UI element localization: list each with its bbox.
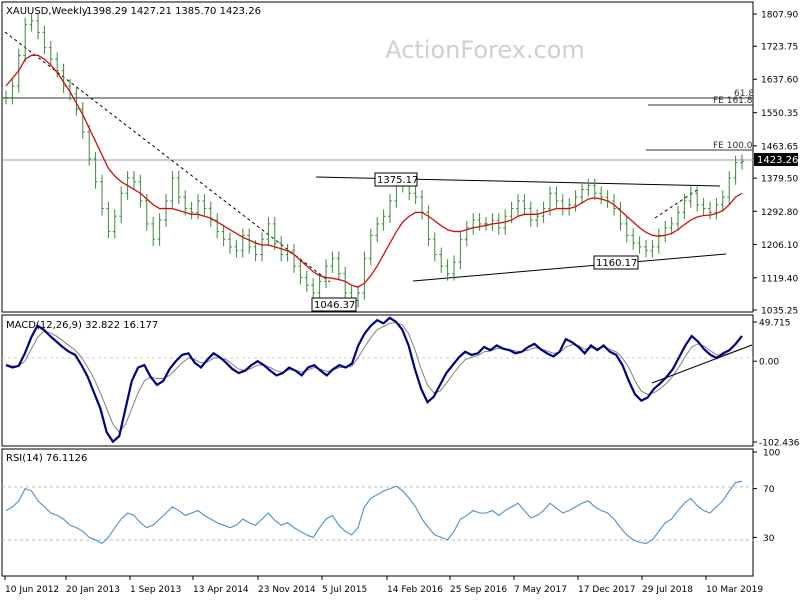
- price-y-tick-label: 1206.10: [761, 241, 798, 251]
- price-ohlc: 1398.29 1427.21 1385.70 1423.26: [86, 6, 261, 17]
- price-pane-frame: [1, 1, 754, 313]
- fe100-label: FE 100.0: [713, 141, 753, 151]
- price-y-tick-label: 1723.75: [761, 43, 798, 53]
- high-label-box: [374, 172, 418, 187]
- price-y-tick-label: 1463.65: [761, 142, 798, 152]
- macd-path: [5, 316, 743, 444]
- price-y-tick-label: 1292.80: [761, 208, 798, 218]
- macd-line: [5, 316, 743, 444]
- rsi-line: [5, 480, 743, 545]
- price-y-tick-label: 1807.90: [761, 11, 798, 21]
- rsi-y-tick-label: 30: [763, 534, 775, 544]
- x-tick-label: 10 Mar 2019: [706, 585, 763, 595]
- sma-line: [5, 54, 743, 288]
- current-price-badge: [754, 153, 798, 166]
- high-label: 1375.17: [377, 175, 418, 186]
- price-y-axis: 1807.90 1723.75 1637.60 1550.35 1463.65 1379.…: [753, 11, 798, 317]
- macd-signal-path: [5, 322, 743, 433]
- macd-y-axis: 49.715 0.00 -102.436: [753, 319, 800, 449]
- price-y-tick-label: 1637.60: [761, 76, 798, 86]
- x-tick-label: 20 Jan 2013: [66, 585, 120, 595]
- x-tick-label: 25 Sep 2016: [450, 585, 507, 595]
- rsi-pane-frame: [1, 448, 754, 577]
- macd-signal-line: [5, 322, 743, 433]
- macd-trend-line: [651, 344, 753, 384]
- x-tick-label: 7 May 2017: [514, 585, 567, 595]
- x-tick-label: 1 Sep 2013: [130, 585, 181, 595]
- x-tick-label: 17 Dec 2017: [578, 585, 636, 595]
- x-tick-label: 29 Jul 2018: [642, 585, 693, 595]
- macd-y-tick-label: 0.00: [759, 358, 779, 368]
- price-title: XAUUSD,Weekly: [6, 6, 88, 17]
- rsi-title: RSI(14) 76.1126: [6, 453, 87, 464]
- downtrend-line: [4, 31, 331, 283]
- pivot-label-box: [593, 255, 639, 270]
- rsi-path: [5, 480, 743, 545]
- triangle-lower-line: [412, 253, 727, 282]
- rsi-y-tick-label: 70: [763, 485, 775, 495]
- x-tick-label: 5 Jul 2015: [322, 585, 367, 595]
- x-tick-label: 14 Feb 2016: [387, 585, 443, 595]
- price-y-tick-label: 1035.25: [761, 307, 798, 317]
- rsi-y-tick-label: 100: [763, 449, 780, 459]
- rsi-y-axis: 100 70 30: [753, 449, 780, 544]
- price-y-tick-label: 1550.35: [761, 109, 798, 119]
- macd-y-tick-label: 49.715: [759, 319, 791, 329]
- macd-title: MACD(12,26,9) 32.822 16.177: [6, 320, 158, 331]
- current-price-label: 1423.26: [757, 155, 798, 166]
- macd-y-tick-label: -102.436: [759, 439, 800, 449]
- low-label-box: [311, 297, 357, 312]
- price-y-tick-label: 1379.50: [761, 175, 798, 185]
- x-tick-label: 10 Jun 2012: [5, 585, 59, 595]
- pivot-label: 1160.17: [596, 258, 637, 269]
- fe1618-label: FE 161.8: [713, 96, 753, 106]
- macd-pane-frame: [1, 314, 754, 447]
- fe618-label: 61.8: [734, 89, 754, 99]
- price-y-tick-label: 1119.40: [761, 274, 798, 284]
- price-bars: [4, 13, 744, 308]
- low-label: 1046.37: [314, 300, 355, 311]
- x-tick-label: 23 Nov 2014: [258, 585, 316, 595]
- x-tick-label: 13 Apr 2014: [193, 585, 249, 595]
- sma-path: [5, 54, 743, 288]
- x-axis: 10 Jun 2012 20 Jan 2013 1 Sep 2013 13 Apr 2…: [4, 576, 763, 595]
- watermark: ActionForex.com: [385, 36, 585, 64]
